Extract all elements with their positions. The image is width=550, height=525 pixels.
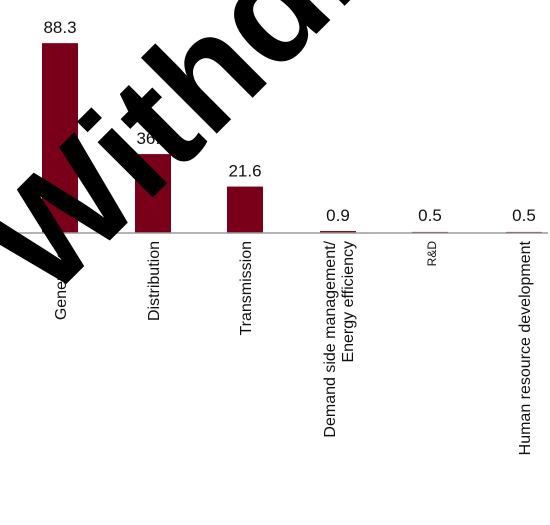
category-label-demand-side-management: Demand side management/Energy efficiency bbox=[322, 240, 357, 437]
bar-transmission bbox=[227, 186, 263, 233]
category-label-generation: Generation bbox=[53, 241, 70, 320]
data-label-generation: 88.3 bbox=[43, 18, 76, 37]
data-label-human-resource-development: 0.5 bbox=[512, 206, 536, 225]
category-label-transmission: Transmission bbox=[238, 241, 255, 336]
category-label-distribution: Distribution bbox=[146, 241, 163, 321]
data-label-distribution: 36.7 bbox=[136, 129, 169, 148]
category-label-r-d: R&D bbox=[425, 241, 439, 267]
data-label-r-d: 0.5 bbox=[418, 206, 442, 225]
bar-distribution bbox=[135, 154, 171, 233]
bar-demand-side-management bbox=[320, 231, 356, 233]
data-label-demand-side-management: 0.9 bbox=[326, 206, 350, 225]
category-label-human-resource-development: Human resource development bbox=[517, 240, 534, 455]
data-label-transmission: 21.6 bbox=[228, 162, 261, 181]
bar-generation bbox=[42, 43, 78, 233]
